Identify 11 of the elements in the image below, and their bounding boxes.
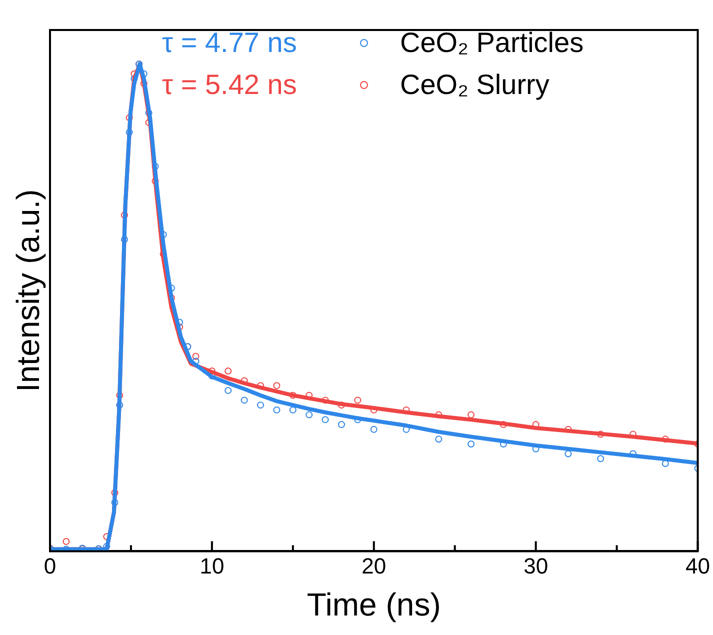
y-axis-title: Intensity (a.u.)	[10, 189, 47, 392]
x-tick-label: 30	[524, 553, 548, 578]
x-tick-label: 0	[44, 553, 56, 578]
annotation: τ = 5.42 ns	[162, 68, 298, 102]
x-tick-label: 10	[200, 553, 224, 578]
legend-label: CeO₂ Particles	[400, 26, 584, 60]
x-tick-label: 20	[362, 553, 386, 578]
text: τ = 4.77 ns	[162, 26, 298, 60]
legend-label: CeO₂ Slurry	[400, 68, 550, 102]
x-axis-title: Time (ns)	[306, 586, 441, 623]
x-tick-label: 40	[686, 553, 710, 578]
